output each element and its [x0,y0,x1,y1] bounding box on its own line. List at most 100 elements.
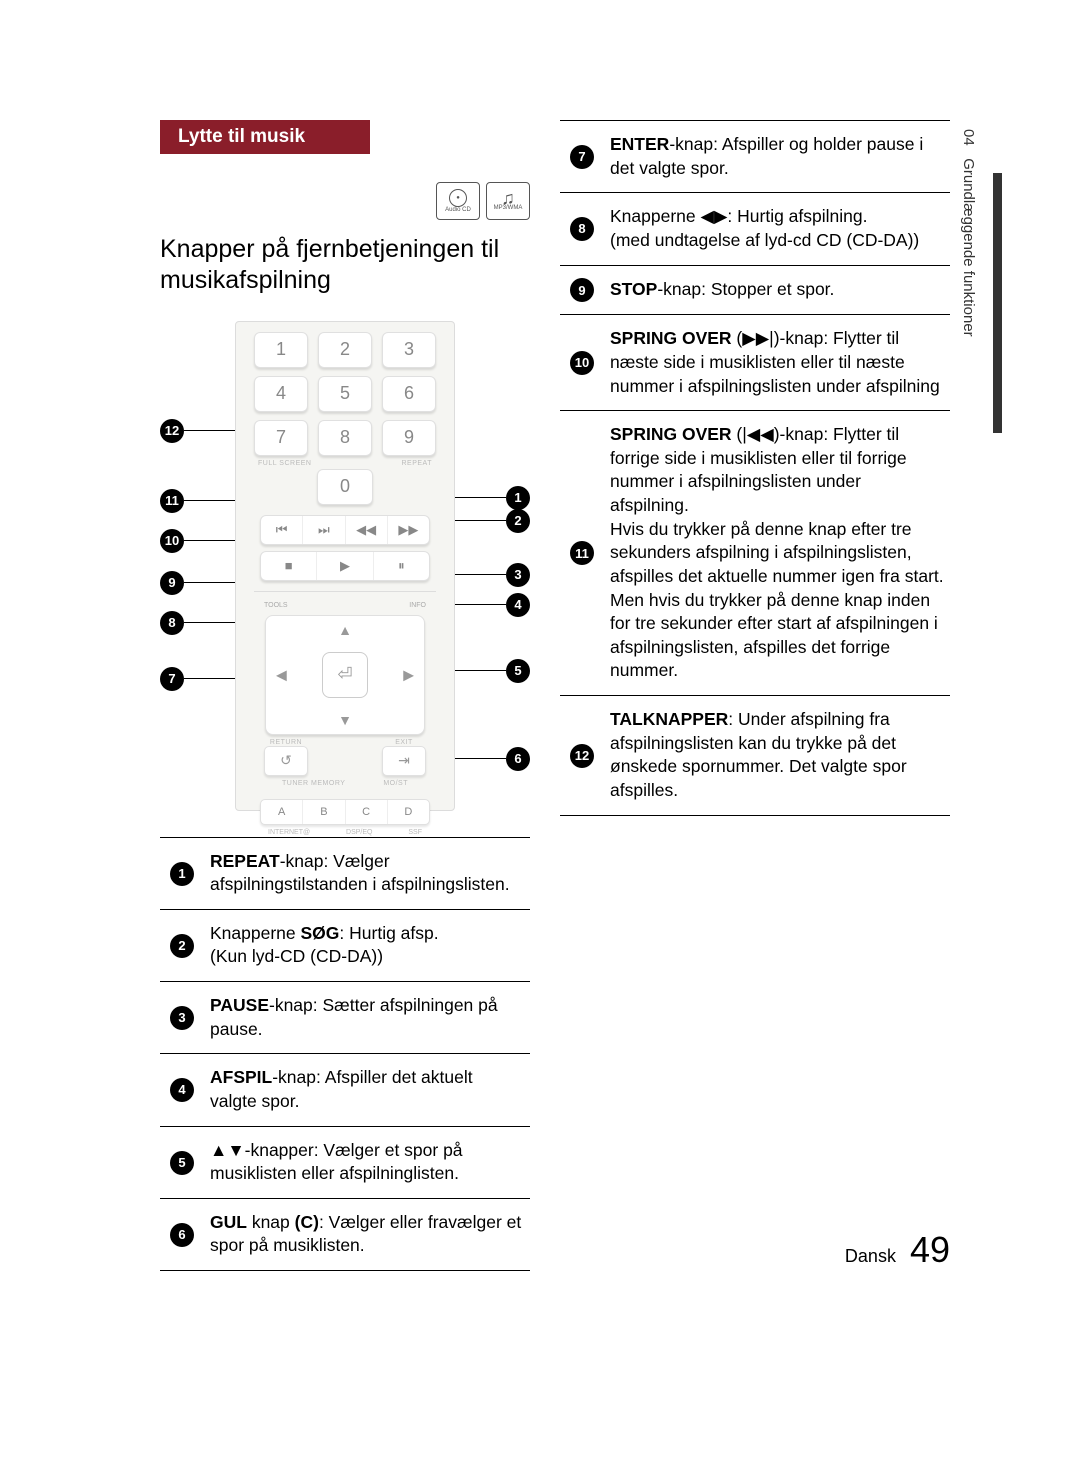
legend-text: GUL knap (C): Vælger eller fravælger et … [204,1198,530,1270]
callout-4: 4 [446,593,530,617]
chapter-tab: 04 Grundlæggende funktioner [960,115,992,425]
legend-num: 10 [570,351,594,375]
legend-row: 4AFSPIL-knap: Afspiller det aktuelt valg… [160,1054,530,1126]
legend-row: 6 GUL knap (C): Vælger eller fravælger et… [160,1198,530,1270]
legend-text: Knapperne ◀▶: Hurtig afspilning.(med und… [604,193,950,265]
skip-next-key: ⏭ [303,516,345,544]
down-arrow-icon: ▼ [338,712,352,728]
pause-key: ⏸ [374,552,429,580]
callout-num: 4 [506,593,530,617]
legend-row: 11 SPRING OVER (|◀◀)-knap: Flytter til fo… [560,411,950,696]
transport-row-1: ⏮ ⏭ ◀◀ ▶▶ [260,515,430,545]
legend-text: TALKNAPPER: Under afspilning fra afspiln… [604,696,950,816]
legend-text: STOP-knap: Stopper et spor. [604,265,950,315]
legend-text: REPEAT-knap: Vælger afspilningstilstande… [204,837,530,909]
right-arrow-icon: ▶ [403,666,414,683]
legend-row: 8Knapperne ◀▶: Hurtig afspilning.(med un… [560,193,950,265]
callout-9: 9 [160,571,244,595]
key-d: D [388,800,429,824]
callout-12: 12 [160,419,244,443]
legend-text: ▲▼-knapper: Vælger et spor på musikliste… [204,1126,530,1198]
key-7: 7 [254,420,308,456]
fullscreen-label: FULL SCREEN [258,460,311,467]
legend-num: 5 [170,1151,194,1175]
callout-num: 11 [160,489,184,513]
legend-row: 1REPEAT-knap: Vælger afspilningstilstand… [160,837,530,909]
legend-num: 11 [570,541,594,565]
internet-label: INTERNET@ [268,829,310,836]
audio-cd-icon: ● Audio CD [436,182,480,220]
tuner-label: TUNER MEMORY [282,780,345,787]
remote-diagram: 121110987 123456 1 2 3 4 5 6 7 [160,321,530,811]
key-6: 6 [382,376,436,412]
legend-num: 2 [170,934,194,958]
chapter-title: Grundlæggende funktioner [960,158,977,336]
color-keys: A B C D [260,799,430,825]
key-8: 8 [318,420,372,456]
footer-lang: Dansk [845,1246,896,1267]
key-2: 2 [318,332,372,368]
callout-num: 3 [506,563,530,587]
left-arrow-icon: ◀ [276,666,287,683]
legend-num: 6 [170,1223,194,1247]
callout-2: 2 [446,509,530,533]
rewind-key: ◀◀ [346,516,388,544]
legend-row: 3 PAUSE-knap: Sætter afspilningen på paus… [160,982,530,1054]
tab-bar [993,173,1002,433]
transport-row-2: ■ ▶ ⏸ [260,551,430,581]
number-pad: 1 2 3 4 5 6 7 8 9 [254,332,436,456]
legend-row: 10 SPRING OVER (▶▶|)-knap: Flytter til næ… [560,315,950,411]
legend-row: 12TALKNAPPER: Under afspilning fra afspi… [560,696,950,816]
key-5: 5 [318,376,372,412]
legend-num: 7 [570,145,594,169]
key-4: 4 [254,376,308,412]
key-1: 1 [254,332,308,368]
legend-num: 9 [570,278,594,302]
footer-page: 49 [910,1229,950,1271]
format-icons: ● Audio CD ♫ MP3/WMA [160,182,530,220]
callout-num: 9 [160,571,184,595]
skip-prev-key: ⏮ [261,516,303,544]
callout-num: 8 [160,611,184,635]
callout-num: 2 [506,509,530,533]
page-footer: Dansk 49 [845,1229,950,1271]
legend-row: 5 ▲▼-knapper: Vælger et spor på musiklist… [160,1126,530,1198]
key-b: B [303,800,345,824]
key-0: 0 [317,469,373,505]
legend-right: 7ENTER-knap: Afspiller og holder pause i… [560,120,950,816]
legend-text: PAUSE-knap: Sætter afspilningen på pause… [204,982,530,1054]
section-title: Lytte til musik [160,120,370,154]
right-column: 7ENTER-knap: Afspiller og holder pause i… [560,120,950,1271]
callout-10: 10 [160,529,244,553]
legend-num: 4 [170,1078,194,1102]
legend-row: 2 Knapperne SØG: Hurtig afsp.(Kun lyd-CD … [160,909,530,981]
enter-key: ⏎ [322,652,368,698]
legend-text: SPRING OVER (▶▶|)-knap: Flytter til næst… [604,315,950,411]
callout-8: 8 [160,611,244,635]
stop-key: ■ [261,552,317,580]
key-9: 9 [382,420,436,456]
exit-label: EXIT [382,739,426,746]
key-a: A [261,800,303,824]
legend-left: 1REPEAT-knap: Vælger afspilningstilstand… [160,837,530,1272]
callout-5: 5 [446,659,530,683]
legend-row: 9 STOP-knap: Stopper et spor. [560,265,950,315]
legend-row: 7ENTER-knap: Afspiller og holder pause i… [560,121,950,193]
callout-1: 1 [446,486,530,510]
dpad: ▲ ▼ ◀ ▶ ⏎ [265,615,425,735]
legend-num: 3 [170,1006,194,1030]
callout-6: 6 [446,747,530,771]
return-key: ↺ [264,746,308,776]
callout-3: 3 [446,563,530,587]
key-c: C [346,800,388,824]
play-key: ▶ [317,552,373,580]
exit-key: ⇥ [382,746,426,776]
remote-body: 1 2 3 4 5 6 7 8 9 FULL SCREEN REPE [235,321,455,811]
legend-text: SPRING OVER (|◀◀)-knap: Flytter til forr… [604,411,950,696]
legend-text: Knapperne SØG: Hurtig afsp.(Kun lyd-CD (… [204,909,530,981]
content-columns: Lytte til musik ● Audio CD ♫ MP3/WMA Kna… [160,120,950,1271]
dspeq-label: DSP/EQ [346,829,372,836]
callout-num: 10 [160,529,184,553]
ssf-label: SSF [408,829,422,836]
callout-11: 11 [160,489,244,513]
